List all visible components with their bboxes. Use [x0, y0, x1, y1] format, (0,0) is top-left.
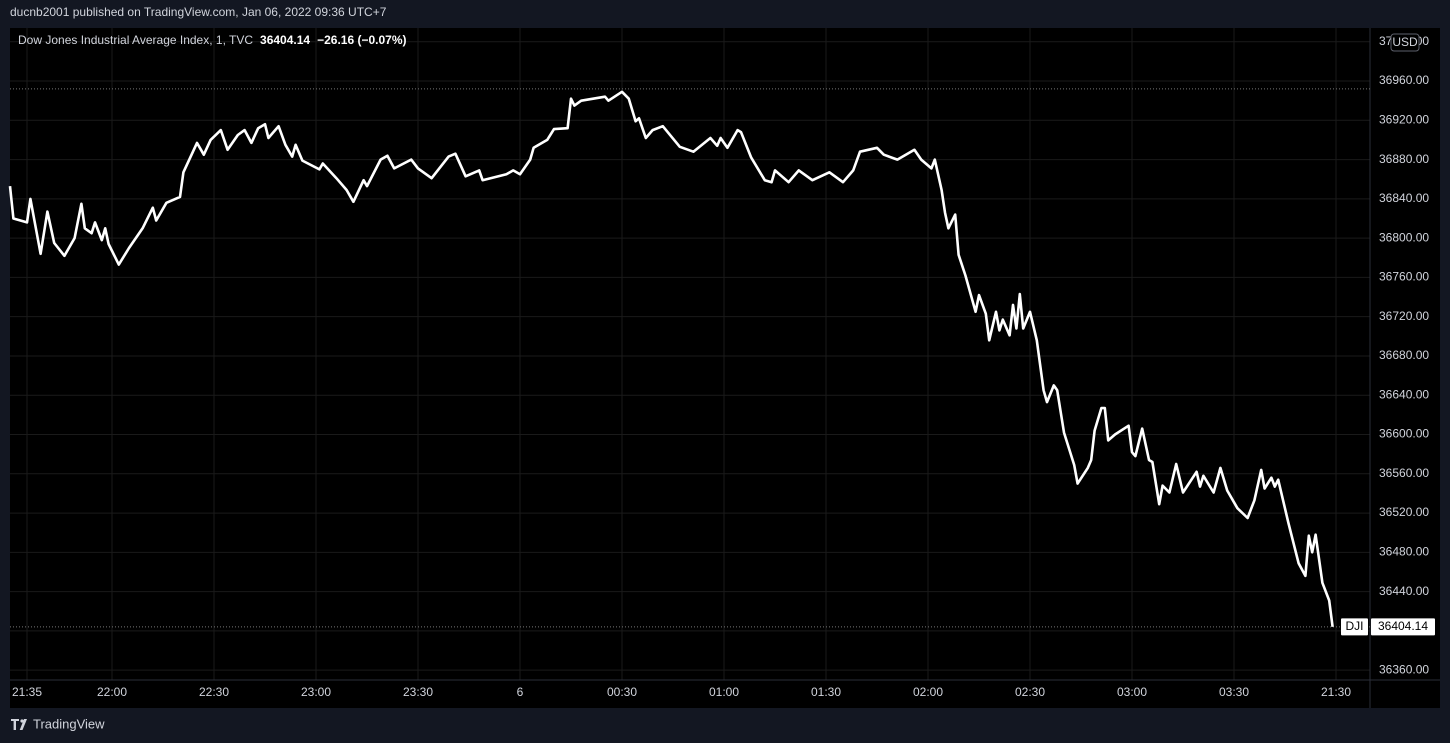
- brand-name: TradingView: [33, 716, 105, 731]
- brand-logo: [11, 719, 27, 730]
- currency-label: USD: [1392, 35, 1418, 49]
- x-tick-label: 00:30: [607, 685, 637, 699]
- x-tick-label: 01:30: [811, 685, 841, 699]
- x-tick-label: 01:00: [709, 685, 739, 699]
- symbol-tag: [1341, 618, 1368, 636]
- y-tick-label: 36440.00: [1379, 584, 1429, 598]
- x-tick-label: 6: [517, 685, 524, 699]
- y-tick-label: 36920.00: [1379, 112, 1429, 126]
- x-tick-label: 02:30: [1015, 685, 1045, 699]
- x-tick-label: 21:30: [1321, 685, 1351, 699]
- price-tag-label: 36404.14: [1378, 619, 1428, 633]
- y-tick-label: 36560.00: [1379, 466, 1429, 480]
- y-tick-label: 36800.00: [1379, 230, 1429, 244]
- symbol-tag-label: DJI: [1346, 619, 1364, 633]
- x-tick-label: 02:00: [913, 685, 943, 699]
- publisher-line: ducnb2001 published on TradingView.com, …: [10, 5, 387, 19]
- x-tick-label: 21:35: [12, 685, 42, 699]
- x-tick-label: 23:30: [403, 685, 433, 699]
- y-tick-label: 36720.00: [1379, 309, 1429, 323]
- x-tick-label: 22:30: [199, 685, 229, 699]
- x-tick-label: 03:00: [1117, 685, 1147, 699]
- y-tick-label: 36640.00: [1379, 387, 1429, 401]
- y-tick-label: 36480.00: [1379, 545, 1429, 559]
- x-tick-label: 22:00: [97, 685, 127, 699]
- y-tick-label: 36840.00: [1379, 191, 1429, 205]
- y-tick-label: 36760.00: [1379, 270, 1429, 284]
- last-value: 36404.14: [260, 33, 310, 47]
- price-line: [8, 90, 1334, 627]
- chart-background: [10, 28, 1440, 708]
- y-tick-label: 36680.00: [1379, 348, 1429, 362]
- x-tick-label: 23:00: [301, 685, 331, 699]
- currency-badge: [1390, 33, 1420, 52]
- chart-title: Dow Jones Industrial Average Index, 1, T…: [18, 33, 253, 47]
- y-tick-label: 36520.00: [1379, 505, 1429, 519]
- x-tick-label: 03:30: [1219, 685, 1249, 699]
- y-tick-label: 36360.00: [1379, 662, 1429, 676]
- y-tick-label: 36960.00: [1379, 73, 1429, 87]
- change-value: −26.16 (−0.07%): [317, 33, 406, 47]
- price-tag: [1371, 618, 1435, 636]
- y-tick-label: 36600.00: [1379, 427, 1429, 441]
- y-tick-label: 36880.00: [1379, 152, 1429, 166]
